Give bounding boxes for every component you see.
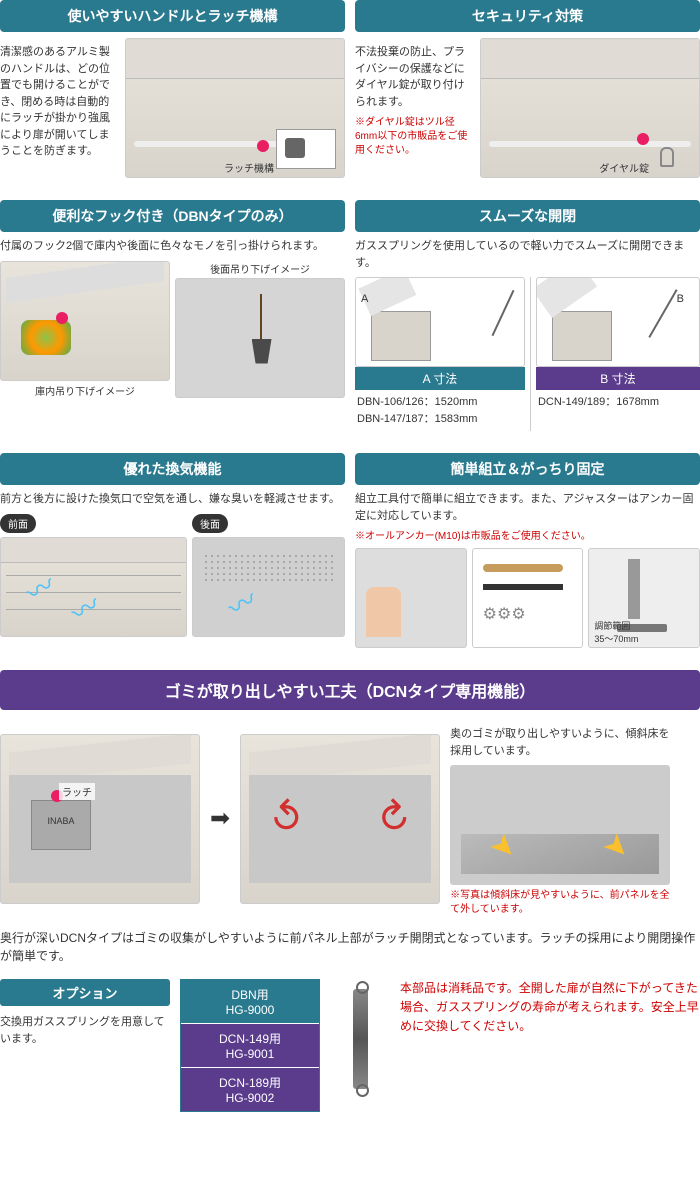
wrench-icon	[483, 564, 563, 572]
option-title: オプション	[0, 979, 170, 1006]
row-handle-security: 使いやすいハンドルとラッチ機構 清潔感のあるアルミ製のハンドルは、どの位置でも開…	[0, 0, 700, 188]
dcn-desc2: 奥のゴミが取り出しやすいように、傾斜床を採用しています。	[450, 726, 670, 759]
dcn-image-3: ➤ ➤	[450, 765, 670, 885]
callout-dot-icon	[257, 140, 269, 152]
vent-label-front: 前面	[0, 514, 36, 533]
feature-handle: 使いやすいハンドルとラッチ機構 清潔感のあるアルミ製のハンドルは、どの位置でも開…	[0, 0, 345, 178]
assembly-desc: 組立工具付で簡単に組立できます。また、アジャスターはアンカー固定に対応しています…	[355, 491, 700, 524]
opt-dcn149: DCN-149用 HG-9001	[181, 1024, 319, 1068]
dcn-image-1: INABA ラッチ	[0, 734, 200, 904]
feature-hook: 便利なフック付き（DBNタイプのみ） 付属のフック2個で庫内や後面に色々なモノを…	[0, 200, 345, 431]
dcn-title: ゴミが取り出しやすい工夫（DCNタイプ専用機能）	[0, 670, 700, 710]
dim-a-image: A	[355, 277, 525, 367]
callout-dot-icon	[637, 133, 649, 145]
feature-smooth: スムーズな開閉 ガススプリングを使用しているので軽い力でスムーズに開閉できます。…	[355, 200, 700, 431]
screws-icon: ⚙⚙⚙	[483, 604, 526, 624]
dim-b-label: B 寸法	[536, 367, 700, 390]
option-table: DBN用 HG-9000 DCN-149用 HG-9001 DCN-189用 H…	[180, 979, 320, 1112]
padlock-icon	[660, 147, 674, 167]
assembly-image-adjuster: 調節範囲 35〜70mm	[588, 548, 700, 648]
dim-a-line1: DBN-106/126：1520mm	[357, 396, 477, 408]
dim-a-text: DBN-106/126：1520mm DBN-147/187：1583mm	[355, 390, 525, 431]
hook-caption-2: 後面吊り下げイメージ	[175, 261, 345, 276]
assembly-caption: 調節範囲 35〜70mm	[594, 619, 638, 645]
dim-b-image: B	[536, 277, 700, 367]
smooth-desc: ガススプリングを使用しているので軽い力でスムーズに開閉できます。	[355, 238, 700, 271]
latch-label: ラッチ	[59, 783, 95, 800]
callout-dot-icon	[56, 312, 68, 324]
dcn-row: INABA ラッチ ➡ ↺ ↺ 奥のゴミが取り出しやすいように、傾斜床を採用して…	[0, 720, 700, 917]
security-title: セキュリティ対策	[355, 0, 700, 32]
handle-title: 使いやすいハンドルとラッチ機構	[0, 0, 345, 32]
option-desc: 交換用ガススプリングを用意しています。	[0, 1014, 170, 1047]
opt-dbn: DBN用 HG-9000	[181, 980, 319, 1024]
arrow-right-icon: ➡	[210, 804, 230, 833]
brand-label: INABA	[32, 801, 90, 826]
assembly-image-tools: ⚙⚙⚙	[472, 548, 584, 648]
dim-a-line2: DBN-147/187：1583mm	[357, 413, 477, 425]
security-desc: 不法投棄の防止、プライバシーの保護などにダイヤル錠が取り付けられます。	[355, 44, 474, 110]
vent-title: 優れた換気機能	[0, 453, 345, 485]
handle-caption: ラッチ機構	[224, 160, 274, 175]
hook-desc: 付属のフック2個で庫内や後面に色々なモノを引っ掛けられます。	[0, 238, 345, 255]
smooth-title: スムーズな開閉	[355, 200, 700, 232]
vent-back-image: 〰	[192, 537, 345, 637]
option-row: オプション 交換用ガススプリングを用意しています。 DBN用 HG-9000 D…	[0, 979, 700, 1112]
dcn-note: ※写真は傾斜床が見やすいように、前パネルを全て外しています。	[450, 889, 670, 917]
vent-front-image: 〰 〰	[0, 537, 187, 637]
assembly-note: ※オールアンカー(M10)は市販品をご使用ください。	[355, 530, 700, 544]
handle-image: ラッチ機構	[125, 38, 345, 178]
feature-security: セキュリティ対策 不法投棄の防止、プライバシーの保護などにダイヤル錠が取り付けら…	[355, 0, 700, 178]
opt-dcn189: DCN-189用 HG-9002	[181, 1068, 319, 1111]
feature-assembly: 簡単組立＆がっちり固定 組立工具付で簡単に組立できます。また、アジャスターはアン…	[355, 453, 700, 648]
option-warning: 本部品は消耗品です。全開した扉が自然に下がってきた場合、ガススプリングの寿命が考…	[400, 979, 700, 1037]
dim-a-label: A 寸法	[355, 367, 525, 390]
dcn-desc1: 奥行が深いDCNタイプはゴミの収集がしやすいように前パネル上部がラッチ開閉式とな…	[0, 929, 700, 965]
gas-spring-image	[330, 979, 390, 1089]
hook-image-inside	[0, 261, 170, 381]
handle-desc: 清潔感のあるアルミ製のハンドルは、どの位置でも開けることができ、閉める時は自動的…	[0, 44, 119, 172]
dcn-image-2: ↺ ↺	[240, 734, 440, 904]
row-vent-assembly: 優れた換気機能 前方と後方に設けた換気口で空気を通し、嫌な臭いを軽減させます。 …	[0, 453, 700, 658]
security-caption: ダイヤル錠	[599, 160, 649, 175]
row-hook-smooth: 便利なフック付き（DBNタイプのみ） 付属のフック2個で庫内や後面に色々なモノを…	[0, 200, 700, 441]
vent-desc: 前方と後方に設けた換気口で空気を通し、嫌な臭いを軽減させます。	[0, 491, 345, 508]
dim-b-text: DCN-149/189：1678mm	[536, 390, 700, 415]
assembly-title: 簡単組立＆がっちり固定	[355, 453, 700, 485]
feature-vent: 優れた換気機能 前方と後方に設けた換気口で空気を通し、嫌な臭いを軽減させます。 …	[0, 453, 345, 648]
assembly-image-1	[355, 548, 467, 648]
gas-spring-icon	[353, 989, 368, 1089]
screwdriver-icon	[483, 584, 563, 590]
security-note: ※ダイヤル錠はツル径6mm以下の市販品をご使用ください。	[355, 116, 474, 158]
security-image: ダイヤル錠	[480, 38, 700, 178]
airflow-icon: 〰	[220, 578, 264, 627]
hook-image-back	[175, 278, 345, 398]
hook-title: 便利なフック付き（DBNタイプのみ）	[0, 200, 345, 232]
hook-caption-1: 庫内吊り下げイメージ	[0, 383, 170, 398]
vent-label-back: 後面	[192, 514, 228, 533]
